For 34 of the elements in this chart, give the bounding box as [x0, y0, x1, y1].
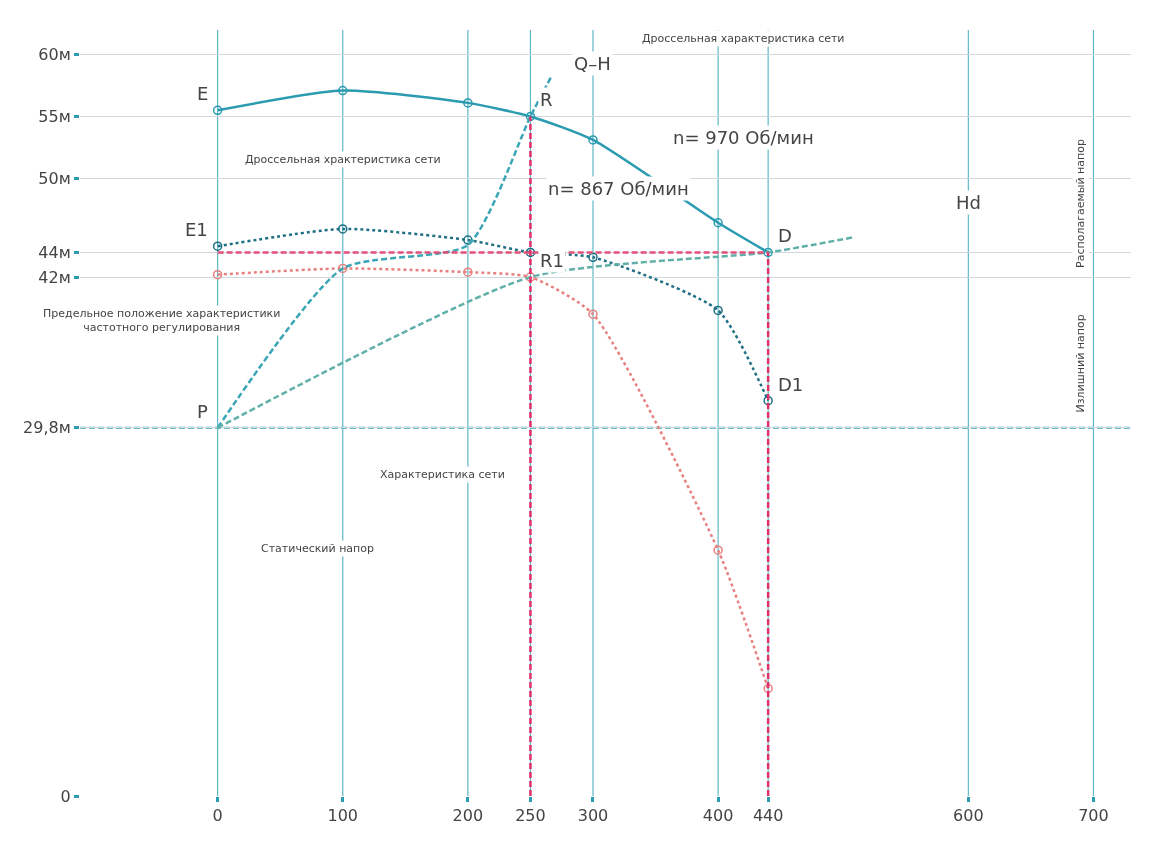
- annotation: Дроссельная храктеристика сети: [245, 153, 441, 166]
- annotation: P: [197, 401, 208, 422]
- x-tick-label: 700: [1078, 806, 1109, 826]
- annotation: n= 867 Об/мин: [548, 178, 689, 199]
- annotation: D: [778, 225, 792, 246]
- annotation: Излишний напор: [1074, 314, 1088, 413]
- x-tick-label: 100: [327, 806, 359, 826]
- annotation: Предельное положение характеристики частотного регулирования: [43, 307, 281, 335]
- annotation: D1: [778, 374, 804, 395]
- annotation: Hd: [956, 192, 981, 213]
- x-tick-label: 200: [452, 806, 484, 826]
- annotation: Располагаемый напор: [1073, 139, 1087, 268]
- y-tick-label: 42м: [38, 267, 71, 287]
- annotation: Характеристика сети: [380, 468, 505, 481]
- annotation: Дроссельная характеристика сети: [642, 32, 845, 45]
- y-tick-label: 60м: [38, 45, 71, 65]
- annotation: n= 970 Об/мин: [673, 127, 814, 148]
- x-tick-label: 0: [212, 806, 223, 826]
- y-tick-label: 55м: [38, 107, 71, 127]
- y-tick-label: 29,8м: [23, 418, 71, 438]
- x-tick-label: 440: [752, 806, 784, 826]
- annotation: E1: [185, 219, 208, 240]
- annotation: R: [540, 89, 553, 110]
- x-tick-label: 600: [953, 806, 984, 826]
- annotation: Статический напор: [261, 542, 374, 555]
- x-tick-label: 400: [702, 806, 734, 826]
- x-tick-label: 300: [577, 806, 609, 826]
- y-tick-label: 50м: [38, 168, 71, 188]
- annotation: R1: [540, 250, 564, 271]
- annotation: Q–H: [574, 53, 611, 74]
- x-tick-label: 250: [515, 806, 546, 826]
- y-tick-label: 44м: [38, 242, 71, 262]
- annotation: E: [197, 83, 209, 104]
- y-tick-label: 0: [60, 786, 71, 806]
